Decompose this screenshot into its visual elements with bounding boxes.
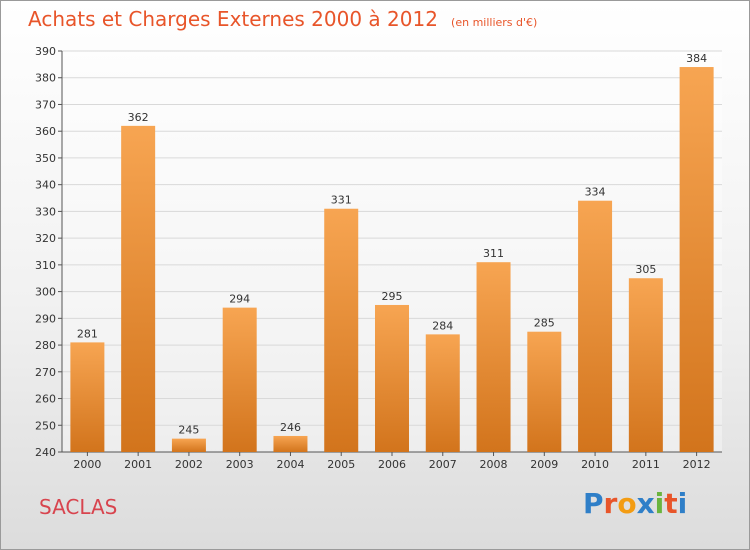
x-tick-label: 2010 bbox=[581, 458, 609, 471]
bar bbox=[578, 200, 613, 452]
x-tick-label: 2001 bbox=[124, 458, 152, 471]
bar bbox=[476, 262, 511, 452]
bar-value-label: 285 bbox=[534, 317, 555, 330]
y-tick-label: 340 bbox=[35, 179, 56, 192]
logo-letter: i bbox=[654, 487, 665, 520]
y-tick-label: 350 bbox=[35, 152, 56, 165]
bar bbox=[679, 67, 714, 452]
y-tick-label: 300 bbox=[35, 286, 56, 299]
x-tick-label: 2011 bbox=[632, 458, 660, 471]
x-tick-label: 2000 bbox=[73, 458, 101, 471]
y-tick-label: 310 bbox=[35, 259, 56, 272]
x-tick-label: 2003 bbox=[226, 458, 254, 471]
y-tick-label: 270 bbox=[35, 366, 56, 379]
y-tick-label: 330 bbox=[35, 205, 56, 218]
chart-title: Achats et Charges Externes 2000 à 2012 bbox=[28, 7, 438, 31]
bar bbox=[121, 125, 156, 452]
bar-value-label: 331 bbox=[331, 194, 352, 207]
commune-name: SACLAS bbox=[39, 495, 118, 519]
bar bbox=[425, 334, 460, 452]
x-tick-label: 2004 bbox=[276, 458, 304, 471]
x-tick-label: 2005 bbox=[327, 458, 355, 471]
bar bbox=[324, 208, 359, 452]
bar-value-label: 284 bbox=[432, 319, 453, 332]
x-tick-label: 2008 bbox=[480, 458, 508, 471]
bar bbox=[375, 304, 409, 452]
title-row: Achats et Charges Externes 2000 à 2012 (… bbox=[28, 7, 537, 31]
y-tick-label: 290 bbox=[35, 312, 56, 325]
logo-letter: o bbox=[617, 487, 637, 520]
logo-letter: P bbox=[583, 487, 604, 520]
y-tick-label: 370 bbox=[35, 98, 56, 111]
bar bbox=[273, 435, 308, 452]
bar bbox=[171, 438, 206, 452]
x-tick-label: 2002 bbox=[175, 458, 203, 471]
bar-value-label: 295 bbox=[382, 290, 403, 303]
y-tick-label: 390 bbox=[35, 45, 56, 58]
bar-value-label: 311 bbox=[483, 247, 504, 260]
x-tick-label: 2012 bbox=[683, 458, 711, 471]
bar-value-label: 246 bbox=[280, 421, 301, 434]
y-tick-label: 360 bbox=[35, 125, 56, 138]
chart-subtitle: (en milliers d'€) bbox=[451, 16, 538, 29]
logo-letter: x bbox=[636, 487, 655, 520]
y-tick-label: 240 bbox=[35, 446, 56, 459]
bar bbox=[222, 307, 257, 452]
bar-value-label: 294 bbox=[229, 293, 250, 306]
y-tick-label: 280 bbox=[35, 339, 56, 352]
bar-value-label: 281 bbox=[77, 327, 98, 340]
y-tick-label: 380 bbox=[35, 72, 56, 85]
bar-value-label: 362 bbox=[128, 111, 149, 124]
bar-value-label: 305 bbox=[635, 263, 656, 276]
bar-value-label: 384 bbox=[686, 52, 707, 65]
logo-letter: i bbox=[677, 487, 688, 520]
x-tick-label: 2006 bbox=[378, 458, 406, 471]
bar-value-label: 245 bbox=[178, 424, 199, 437]
x-tick-label: 2009 bbox=[530, 458, 558, 471]
y-tick-label: 250 bbox=[35, 419, 56, 432]
logo-letter: t bbox=[664, 487, 678, 520]
bar bbox=[628, 278, 663, 452]
x-tick-label: 2007 bbox=[429, 458, 457, 471]
bar bbox=[70, 342, 105, 452]
bar-value-label: 334 bbox=[585, 186, 606, 199]
y-tick-label: 260 bbox=[35, 393, 56, 406]
logo-letter: r bbox=[603, 487, 618, 520]
y-tick-label: 320 bbox=[35, 232, 56, 245]
proxiti-logo: Proxiti bbox=[583, 487, 687, 520]
bar bbox=[527, 331, 562, 452]
